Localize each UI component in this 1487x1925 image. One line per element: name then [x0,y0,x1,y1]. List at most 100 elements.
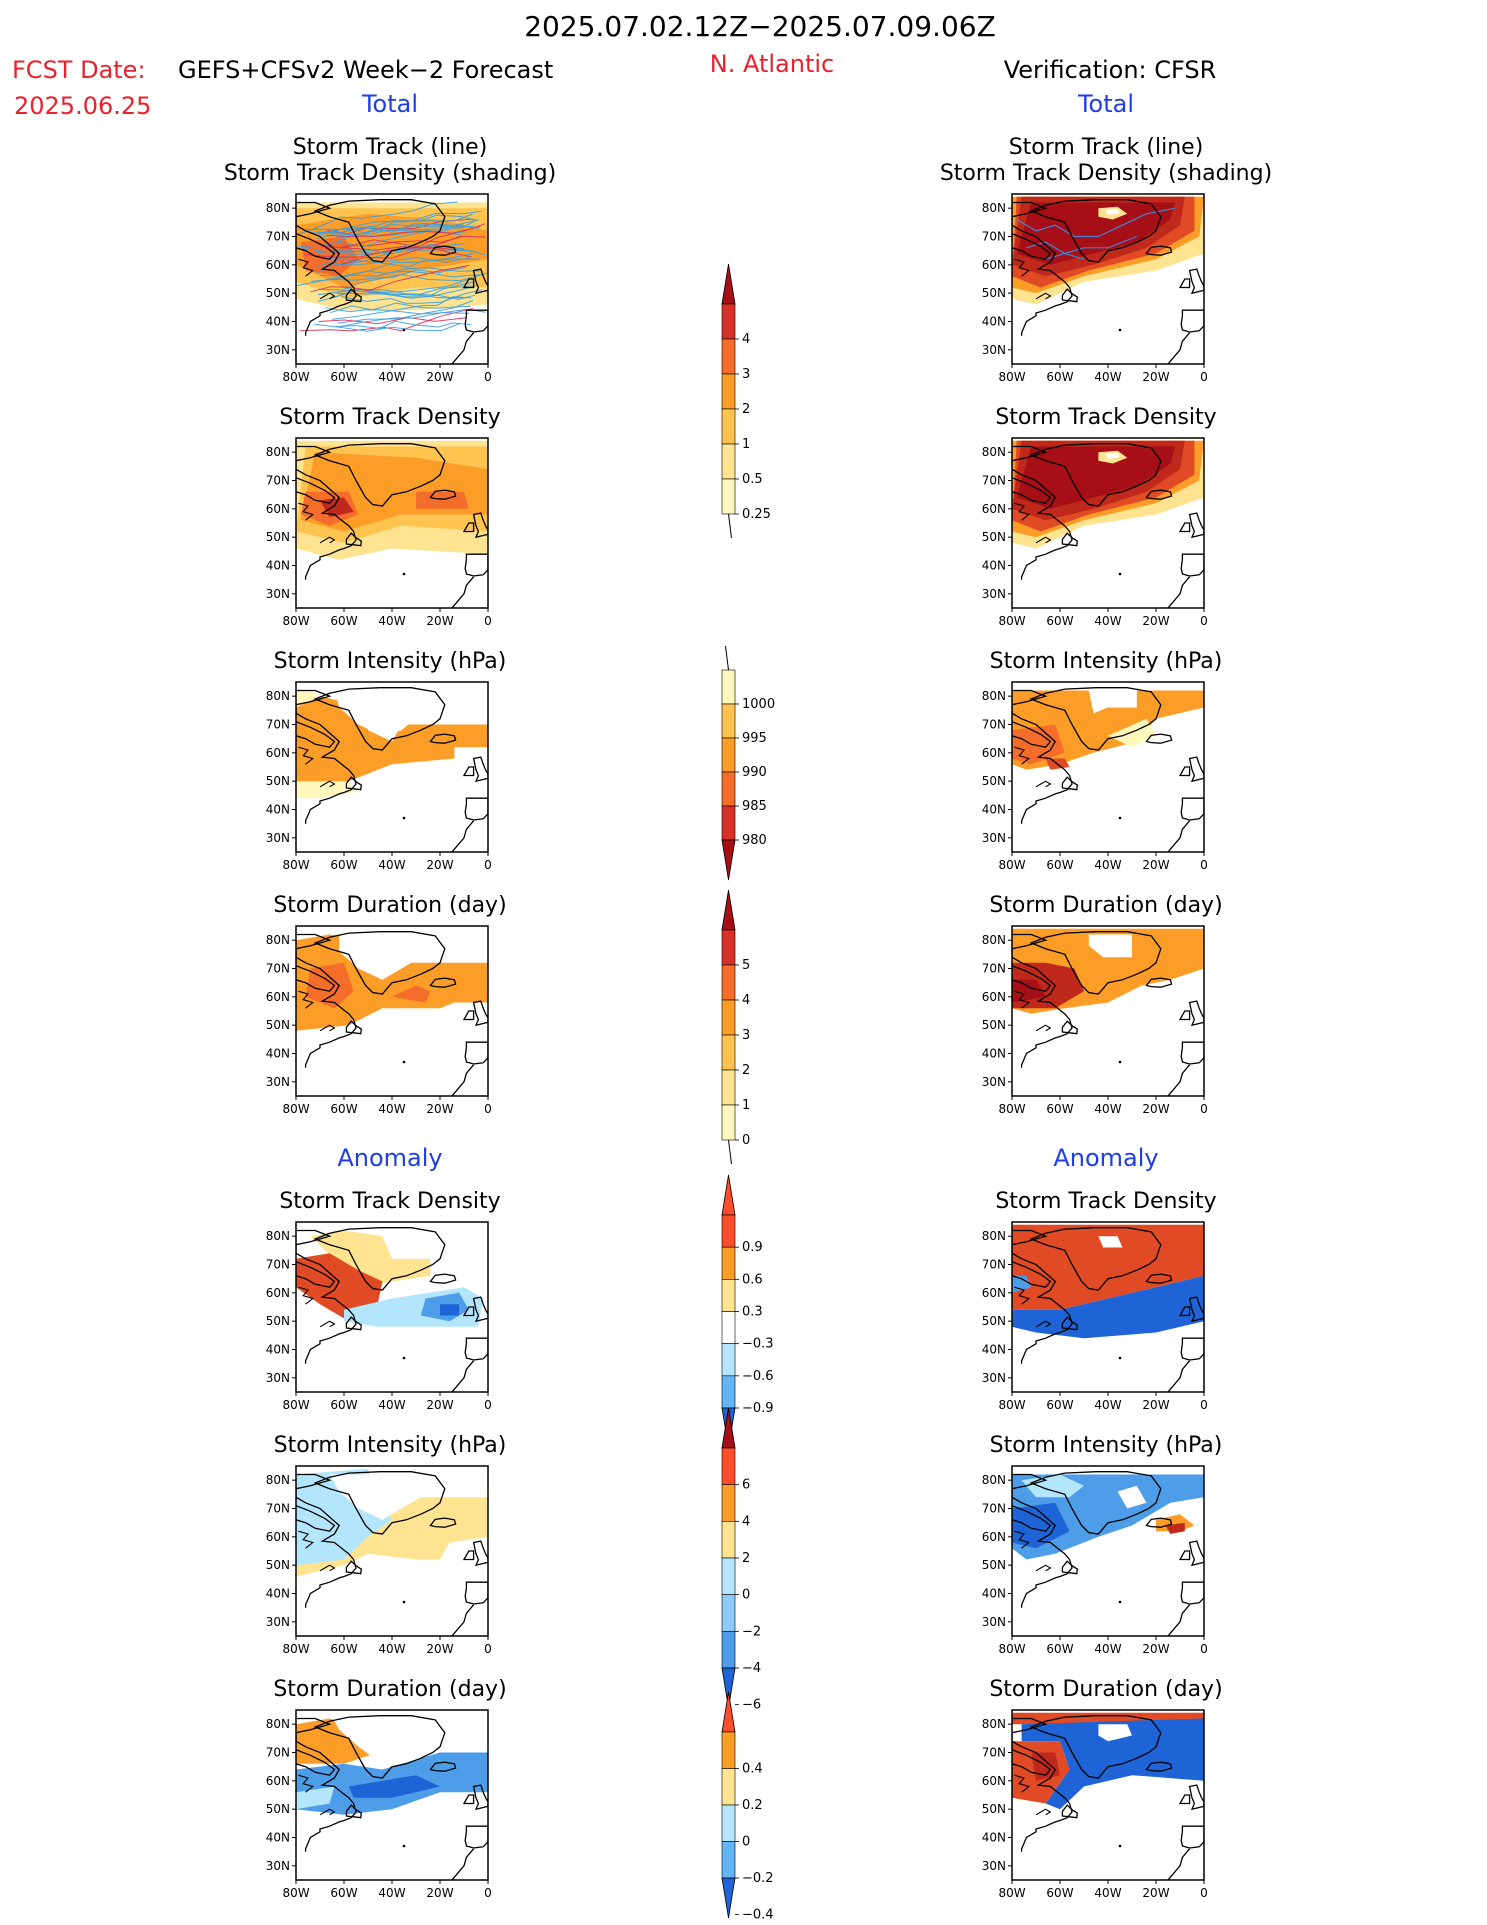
lon-tick-label: 20W [1142,858,1169,872]
lon-tick-label: 20W [1142,614,1169,628]
lon-tick-label: 40W [1094,1642,1121,1656]
lat-tick-label: 30N [982,343,1006,357]
lat-tick-label: 30N [982,1371,1006,1385]
lon-tick-label: 0 [1200,858,1208,872]
colorbar-anom_duration: 0.4 0.2 0 −0.2 −0.4 [721,1691,774,1923]
colorbar-label: −6 [742,1698,761,1713]
lon-tick-label: 0 [1200,1102,1208,1116]
lon-tick-label: 0 [1200,370,1208,384]
colorbar-label: 2 [742,402,750,417]
forecast-anomaly-label: Anomaly [337,1144,442,1172]
lat-tick-label: 40N [266,1831,290,1845]
lat-tick-label: 60N [266,1286,290,1300]
lat-tick-label: 80N [982,1717,1006,1731]
lat-tick-label: 70N [266,962,290,976]
anomaly-intensity-title: Storm Intensity (hPa) [990,1433,1223,1458]
colorbar-label: −0.4 [742,1908,774,1923]
lat-tick-label: 40N [266,1587,290,1601]
colorbar-label: 0.6 [742,1272,763,1287]
lat-tick-label: 50N [266,286,290,300]
lon-tick-label: 0 [1200,614,1208,628]
lat-tick-label: 50N [266,1802,290,1816]
lon-tick-label: 20W [1142,1642,1169,1656]
fc-density-map: 80N 70N 60N 50N 40N 30N 80W 60W 40W 20W 0 [266,437,492,628]
fc-anomaly-density-map: 80N 70N 60N 50N 40N 30N 80W 60W 40W 20W 0 [266,1221,492,1412]
colorbar-label: −0.3 [742,1337,774,1352]
lat-tick-label: 80N [982,1473,1006,1487]
lat-tick-label: 70N [982,1258,1006,1272]
colorbar-label: 0 [742,1835,750,1850]
fc-anomaly-duration-map: 80N 70N 60N 50N 40N 30N 80W 60W 40W 20W 0 [266,1709,492,1900]
lat-tick-label: 70N [982,230,1006,244]
lat-tick-label: 70N [266,1258,290,1272]
track-title-shading: Storm Track Density (shading) [224,161,556,186]
lon-tick-label: 20W [426,614,453,628]
vr-anomaly-duration-map: 80N 70N 60N 50N 40N 30N 80W 60W 40W 20W 0 [982,1709,1208,1900]
anomaly-density-title: Storm Track Density [279,1189,500,1214]
lat-tick-label: 60N [982,1530,1006,1544]
lat-tick-label: 60N [266,990,290,1004]
lon-tick-label: 0 [1200,1886,1208,1900]
verification-total-label: Total [1077,90,1134,118]
lon-tick-label: 20W [426,1102,453,1116]
lon-tick-label: 0 [484,858,492,872]
colorbar-label: 990 [742,765,767,780]
colorbar-label: 0.2 [742,1798,763,1813]
lat-tick-label: 50N [266,530,290,544]
duration-title: Storm Duration (day) [273,893,506,918]
lat-tick-label: 30N [266,831,290,845]
colorbar-label: 6 [742,1478,750,1493]
lat-tick-label: 30N [982,1859,1006,1873]
lat-tick-label: 80N [266,201,290,215]
colorbar-label: −0.6 [742,1369,774,1384]
lon-tick-label: 60W [330,1102,357,1116]
lat-tick-label: 50N [982,774,1006,788]
lon-tick-label: 60W [330,614,357,628]
lat-tick-label: 60N [982,1774,1006,1788]
track-title-line: Storm Track (line) [1009,135,1204,160]
lat-tick-label: 60N [266,1530,290,1544]
lat-tick-label: 30N [982,1075,1006,1089]
lat-tick-label: 80N [266,1717,290,1731]
track-title-shading: Storm Track Density (shading) [940,161,1272,186]
track-title-line: Storm Track (line) [293,135,488,160]
colorbar-label: 995 [742,731,767,746]
lon-tick-label: 40W [378,1642,405,1656]
colorbar-label: 5 [742,958,750,973]
lon-tick-label: 60W [1046,1642,1073,1656]
lon-tick-label: 20W [1142,370,1169,384]
region-label: N. Atlantic [710,50,834,78]
lat-tick-label: 50N [982,530,1006,544]
lat-tick-label: 40N [982,559,1006,573]
lat-tick-label: 50N [982,286,1006,300]
lon-tick-label: 40W [378,858,405,872]
lat-tick-label: 70N [266,1502,290,1516]
lat-tick-label: 70N [266,718,290,732]
lon-tick-label: 40W [1094,370,1121,384]
intensity-title: Storm Intensity (hPa) [274,649,507,674]
lon-tick-label: 60W [1046,1886,1073,1900]
lon-tick-label: 20W [426,370,453,384]
lon-tick-label: 80W [998,1642,1025,1656]
lat-tick-label: 50N [266,1018,290,1032]
lon-tick-label: 0 [484,1102,492,1116]
lat-tick-label: 60N [982,258,1006,272]
anomaly-density-title: Storm Track Density [995,1189,1216,1214]
lon-tick-label: 60W [1046,858,1073,872]
lat-tick-label: 50N [982,1314,1006,1328]
colorbar-intensity: 1000 995 990 985 980 [721,645,775,881]
lon-tick-label: 40W [1094,1398,1121,1412]
colorbar-label: 4 [742,1514,750,1529]
lon-tick-label: 80W [282,1398,309,1412]
lat-tick-label: 40N [982,1831,1006,1845]
lon-tick-label: 80W [998,370,1025,384]
lat-tick-label: 70N [982,962,1006,976]
colorbar-label: 0 [742,1588,750,1603]
lat-tick-label: 40N [982,803,1006,817]
lon-tick-label: 0 [484,370,492,384]
lat-tick-label: 30N [266,1859,290,1873]
lon-tick-label: 60W [330,1642,357,1656]
lon-tick-label: 60W [330,1886,357,1900]
lat-tick-label: 30N [982,831,1006,845]
